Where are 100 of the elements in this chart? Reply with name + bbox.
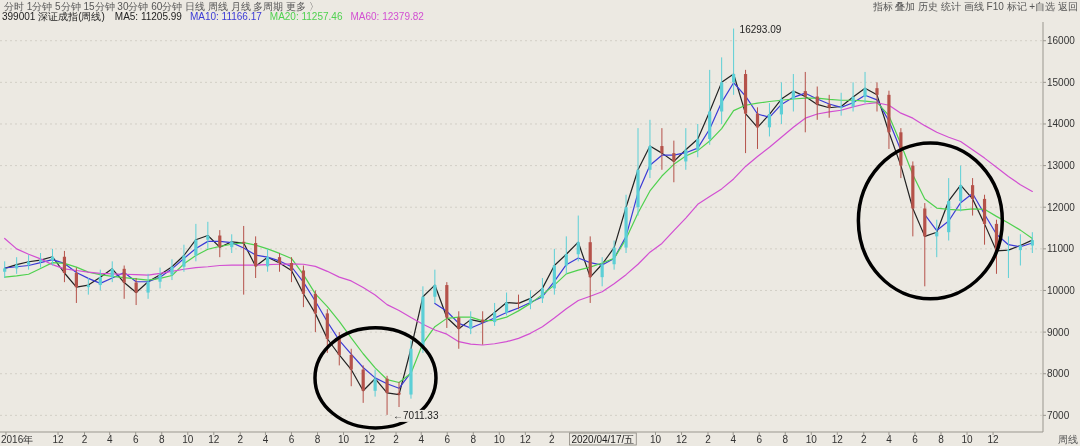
x-tick-label: 2 xyxy=(860,434,867,445)
x-tick-label: 4 xyxy=(262,434,269,445)
x-tick-label: 10 xyxy=(493,434,506,445)
candlestick xyxy=(265,248,270,273)
candlestick xyxy=(528,289,533,310)
candlestick xyxy=(361,364,365,404)
x-tick-label: 12 xyxy=(831,434,844,445)
note: 周线 xyxy=(1058,434,1078,445)
candlestick xyxy=(767,102,772,137)
note: 2020/04/17/五 xyxy=(569,432,637,446)
candlestick xyxy=(863,71,867,104)
y-tick-label: 8000 xyxy=(1047,368,1070,380)
x-tick-label: 6 xyxy=(288,434,295,445)
candlestick xyxy=(301,265,306,308)
note: 分时 1分钟 5分钟 15分钟 30分钟 60分钟 日线 周线 月线 多周期 更多 〉 xyxy=(4,1,320,12)
candlestick xyxy=(959,165,963,212)
x-tick-label: 8 xyxy=(782,434,789,445)
candlestick xyxy=(74,267,78,304)
candlestick xyxy=(1030,231,1034,254)
x-tick-label: 2016年 xyxy=(1,434,34,445)
x-tick-label: 12 xyxy=(364,434,376,445)
candlestick xyxy=(935,219,939,258)
candlestick xyxy=(839,92,843,117)
candlestick xyxy=(552,248,556,296)
x-tick-label: 10 xyxy=(805,434,818,445)
candlestick xyxy=(851,81,855,112)
x-tick-label: 10 xyxy=(961,434,974,445)
x-tick-label: 2 xyxy=(705,434,712,445)
candlestick xyxy=(469,310,473,335)
x-tick-label: 10 xyxy=(649,434,662,445)
x-tick-label: 8 xyxy=(314,434,321,445)
x-tick-label: 4 xyxy=(418,434,425,445)
candlestick xyxy=(313,289,317,333)
candlestick xyxy=(540,277,545,304)
candlestick xyxy=(433,269,437,304)
candlestick xyxy=(146,273,150,300)
candlestick xyxy=(170,258,174,281)
candlestick xyxy=(158,267,162,289)
candlestick xyxy=(254,235,258,279)
candlestick xyxy=(1006,235,1011,279)
candlestick xyxy=(182,244,186,273)
x-tick-label: 8 xyxy=(470,434,477,445)
x-tick-label: 2 xyxy=(81,434,88,445)
x-tick-label: 4 xyxy=(886,434,893,445)
x-tick-label: 10 xyxy=(337,434,350,445)
candlestick xyxy=(875,81,879,112)
x-tick-label: 6 xyxy=(444,434,451,445)
x-tick-label: 4 xyxy=(730,434,737,445)
candlestick xyxy=(696,123,700,158)
y-tick-label: 12000 xyxy=(1047,201,1076,213)
candlestick xyxy=(373,369,377,398)
x-tick-label: 8 xyxy=(938,434,945,445)
candlestick xyxy=(98,269,102,291)
y-tick-label: 7000 xyxy=(1047,409,1070,421)
candlestick xyxy=(62,250,67,283)
x-tick-label: 2 xyxy=(237,434,244,445)
y-tick-label: 9000 xyxy=(1047,326,1070,338)
x-tick-label: 12 xyxy=(208,434,220,445)
x-tick-label: 4 xyxy=(106,434,113,445)
chart-title: 399001 深证成指(周线) xyxy=(2,11,105,22)
y-tick-label: 16000 xyxy=(1047,35,1076,47)
x-tick-label: 6 xyxy=(756,434,763,445)
x-tick-label: 6 xyxy=(912,434,919,445)
x-tick-label: 12 xyxy=(987,434,1000,445)
x-tick-label: 8 xyxy=(158,434,165,445)
candlestick xyxy=(206,221,210,250)
candlestick xyxy=(827,94,831,119)
candlestick xyxy=(612,240,616,271)
candlestick xyxy=(779,81,783,125)
candlestick xyxy=(504,292,509,316)
candlestick xyxy=(122,265,126,300)
candlestick xyxy=(564,235,568,275)
x-tick-label: 10 xyxy=(182,434,194,445)
candlestick xyxy=(660,127,664,171)
x-tick-label: 2 xyxy=(393,434,400,445)
y-tick-label: 14000 xyxy=(1047,118,1076,130)
candlestick xyxy=(648,119,652,179)
x-tick-label: 12 xyxy=(52,434,65,445)
candlestick xyxy=(397,381,401,408)
x-tick-label: 12 xyxy=(675,434,688,445)
x-tick-label: 2 xyxy=(549,434,556,445)
x-tick-label: 12 xyxy=(519,434,532,445)
candlestick xyxy=(803,71,807,133)
candlestick xyxy=(457,310,461,350)
y-tick-label: 10000 xyxy=(1047,284,1076,296)
y-tick-label: 13000 xyxy=(1047,160,1076,172)
x-tick-label: 6 xyxy=(132,434,139,445)
candlestick xyxy=(277,252,282,273)
y-tick-label: 15000 xyxy=(1047,76,1076,88)
candlestick xyxy=(194,223,198,262)
legend: MA5: 11205.99 MA10: 11166.17 MA20: 11257.46 MA60: 12379.82 xyxy=(114,11,424,22)
note: 指标 叠加 历史 统计 画线 F10 标记 +自选 返回 xyxy=(872,1,1078,12)
candlestick xyxy=(791,73,795,112)
candlestick xyxy=(970,177,975,217)
candlestick xyxy=(576,215,580,262)
candlestick xyxy=(134,277,138,306)
candlestick xyxy=(385,375,389,416)
candlestick xyxy=(349,348,353,387)
candlestick xyxy=(600,256,604,287)
y-tick-label: 11000 xyxy=(1047,243,1075,255)
